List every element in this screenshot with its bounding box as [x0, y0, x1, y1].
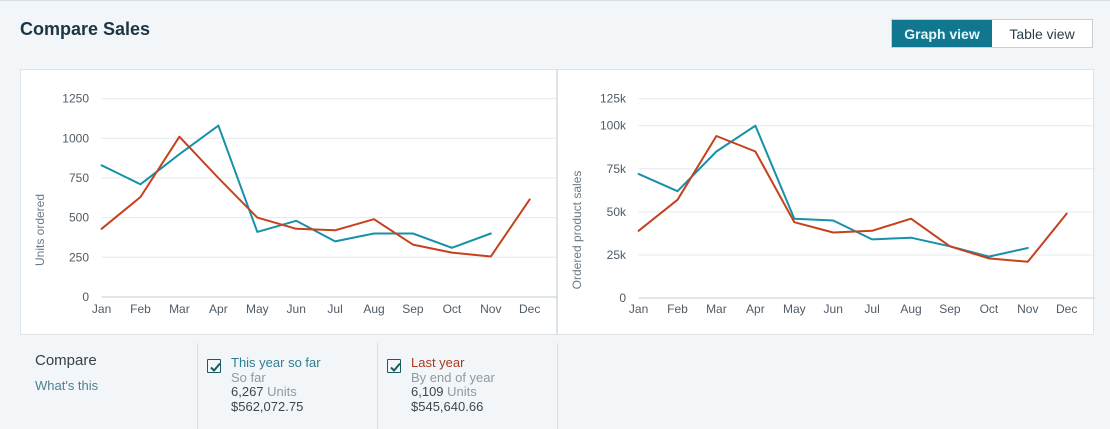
svg-text:25k: 25k [607, 248, 627, 262]
svg-text:Jun: Jun [824, 302, 843, 316]
svg-text:Nov: Nov [1017, 302, 1038, 316]
svg-text:Mar: Mar [706, 302, 727, 316]
svg-text:Nov: Nov [480, 302, 501, 316]
svg-text:Mar: Mar [169, 302, 190, 316]
svg-text:Aug: Aug [363, 302, 384, 316]
svg-text:100k: 100k [600, 119, 627, 133]
svg-text:500: 500 [69, 211, 89, 225]
svg-text:Dec: Dec [1056, 302, 1077, 316]
svg-text:Feb: Feb [130, 302, 151, 316]
svg-text:50k: 50k [607, 205, 627, 219]
svg-text:Apr: Apr [746, 302, 765, 316]
svg-text:Jun: Jun [287, 302, 306, 316]
svg-text:Dec: Dec [519, 302, 540, 316]
svg-text:May: May [246, 302, 269, 316]
svg-text:Units ordered: Units ordered [33, 194, 47, 266]
svg-text:Sep: Sep [939, 302, 961, 316]
svg-text:250: 250 [69, 250, 89, 264]
svg-text:Sep: Sep [402, 302, 424, 316]
svg-text:125k: 125k [600, 92, 627, 106]
svg-text:Ordered product sales: Ordered product sales [570, 171, 584, 290]
svg-text:1250: 1250 [62, 92, 89, 106]
svg-text:1000: 1000 [62, 131, 89, 145]
svg-text:Apr: Apr [209, 302, 228, 316]
svg-text:Feb: Feb [667, 302, 688, 316]
svg-text:Jan: Jan [92, 302, 111, 316]
svg-text:Jul: Jul [327, 302, 342, 316]
svg-text:750: 750 [69, 171, 89, 185]
svg-text:0: 0 [619, 291, 626, 305]
svg-text:75k: 75k [607, 162, 627, 176]
svg-text:Oct: Oct [980, 302, 999, 316]
svg-text:Oct: Oct [443, 302, 462, 316]
svg-text:Jul: Jul [864, 302, 879, 316]
svg-text:Jan: Jan [629, 302, 648, 316]
svg-text:Aug: Aug [900, 302, 921, 316]
svg-text:May: May [783, 302, 806, 316]
svg-text:0: 0 [82, 290, 89, 304]
